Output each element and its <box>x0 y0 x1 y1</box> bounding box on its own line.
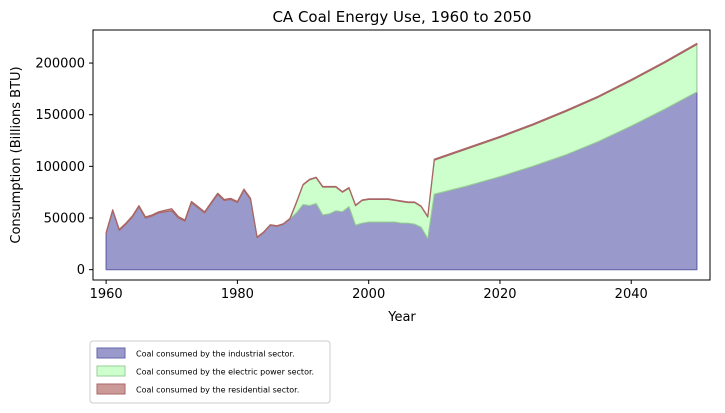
legend-label: Coal consumed by the industrial sector. <box>136 350 295 359</box>
y-tick-label: 100000 <box>35 160 85 175</box>
legend-swatch <box>96 383 126 395</box>
x-tick-label: 2020 <box>483 287 516 302</box>
chart-title: CA Coal Energy Use, 1960 to 2050 <box>272 8 531 26</box>
x-tick-label: 1960 <box>90 287 123 302</box>
plot-frame <box>92 29 711 281</box>
legend: Coal consumed by the industrial sector. C… <box>89 340 331 404</box>
x-axis-label: Year <box>387 310 416 325</box>
legend-frame <box>89 340 331 404</box>
y-tick-label: 150000 <box>35 108 85 123</box>
area-series-group <box>105 42 698 271</box>
y-tick-label: 200000 <box>35 57 85 72</box>
y-axis: 0 50000 100000 150000 200000 <box>35 57 93 278</box>
y-tick-label: 50000 <box>44 212 85 227</box>
x-tick-label: 2000 <box>352 287 385 302</box>
legend-swatch <box>96 365 126 377</box>
x-axis: 1960 1980 2000 2020 2040 <box>90 280 648 302</box>
legend-swatch <box>96 347 126 359</box>
y-tick-label: 0 <box>77 263 85 278</box>
y-axis-label: Consumption (Billions BTU) <box>9 66 24 243</box>
legend-label: Coal consumed by the residential sector. <box>136 386 299 395</box>
area-series-3 <box>105 42 698 239</box>
x-tick-label: 1980 <box>221 287 254 302</box>
x-tick-label: 2040 <box>615 287 648 302</box>
legend-label: Coal consumed by the electric power sect… <box>136 368 314 377</box>
